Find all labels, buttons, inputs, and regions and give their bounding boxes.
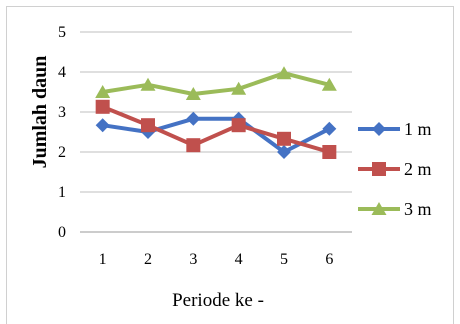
data-point <box>322 121 337 136</box>
y-tick-label: 1 <box>58 184 66 201</box>
legend-marker <box>372 122 386 136</box>
data-point <box>186 111 201 126</box>
data-point <box>140 77 156 91</box>
x-axis-ticks: 1 2 3 4 5 6 <box>99 251 334 268</box>
legend-label: 1 m <box>404 119 432 139</box>
series-3 <box>95 66 337 100</box>
y-tick-label: 2 <box>58 144 66 161</box>
data-point <box>276 66 292 80</box>
y-axis-label: Jumlah daun <box>29 56 51 169</box>
y-tick-label: 4 <box>58 64 66 81</box>
legend-marker <box>372 162 386 176</box>
legend-marker <box>371 202 387 215</box>
series-2 <box>95 99 337 159</box>
x-tick-label: 5 <box>280 251 288 268</box>
series-group <box>95 66 337 159</box>
legend-item: 3 m <box>358 199 432 219</box>
series-line <box>102 71 330 96</box>
y-tick-label: 5 <box>58 24 66 41</box>
x-tick-label: 2 <box>144 251 152 268</box>
data-point <box>277 145 291 159</box>
data-point <box>322 145 337 159</box>
series-line <box>102 116 331 154</box>
x-tick-label: 4 <box>235 251 243 268</box>
data-point <box>185 87 201 100</box>
data-point <box>277 131 291 146</box>
chart-frame <box>6 6 454 324</box>
data-point <box>321 77 337 91</box>
data-point <box>186 138 201 153</box>
x-tick-label: 1 <box>99 251 107 268</box>
data-point <box>231 81 247 95</box>
legend-item: 1 m <box>358 119 432 139</box>
data-point <box>95 118 110 133</box>
x-tick-label: 3 <box>189 251 197 268</box>
legend-label: 2 m <box>404 159 432 179</box>
x-axis-label: Periode ke - <box>172 290 264 311</box>
y-tick-label: 3 <box>58 104 66 121</box>
data-point <box>141 118 155 133</box>
legend: 1 m 2 m 3 m <box>358 119 432 219</box>
y-axis-ticks: 0 1 2 3 4 5 <box>58 24 66 241</box>
data-point <box>95 85 111 98</box>
y-tick-label: 0 <box>58 224 66 241</box>
data-point <box>231 118 246 133</box>
data-point <box>95 99 110 114</box>
legend-item: 2 m <box>358 159 432 179</box>
series-line <box>101 104 330 154</box>
legend-label: 3 m <box>404 199 432 219</box>
gridlines <box>80 31 352 233</box>
x-tick-label: 6 <box>325 251 333 268</box>
